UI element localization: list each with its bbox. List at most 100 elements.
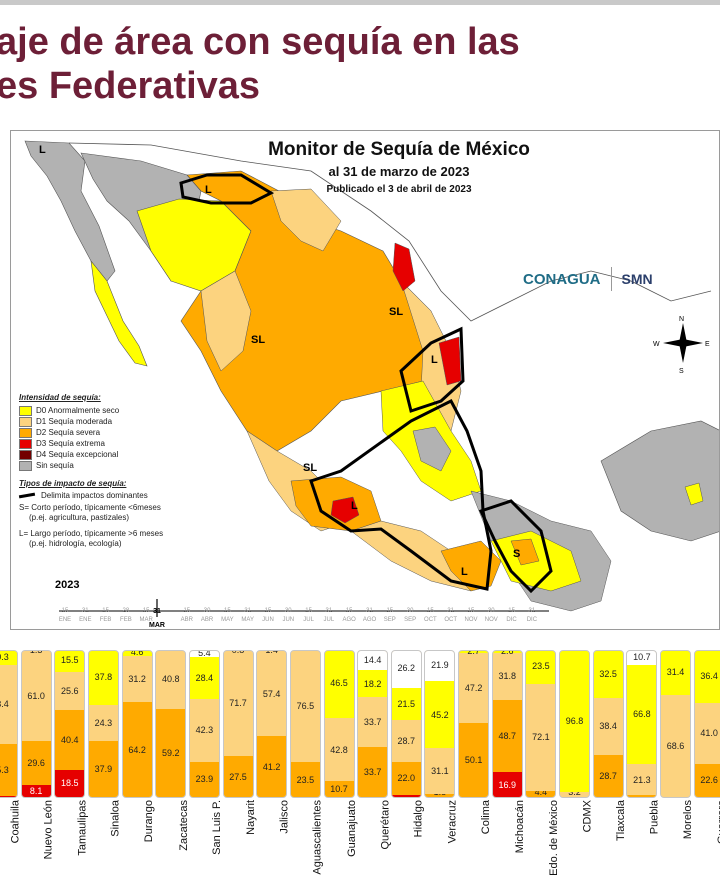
impact-boundary-line-southeast	[478, 499, 553, 594]
bar-value-label: 10.7	[330, 784, 348, 795]
state-name-label: CDMX	[581, 800, 594, 833]
legend-item: D1 Sequía moderada	[19, 416, 209, 427]
bar-value-label: 40.4	[61, 734, 79, 745]
legend-item-label: D4 Sequía excepcional	[36, 450, 119, 459]
state-name-label: Veracruz	[446, 800, 459, 844]
timeline-day-tick: 15	[142, 608, 150, 614]
bar-value-label: 31.4	[666, 667, 685, 678]
legend-swatch	[19, 427, 32, 438]
map-region-central-gray	[412, 426, 452, 472]
state-name-label: Sinaloa	[109, 800, 122, 837]
legend-item: Sin sequía	[19, 460, 209, 471]
state-name-label: Jalisco	[278, 800, 291, 834]
bar-value-label: 1.3	[22, 651, 51, 655]
state-name-labels: Coahuila Nuevo León Tamaulipas Sinaloa Duran…	[0, 800, 720, 890]
map-published: Publicado el 3 de abril de 2023	[326, 184, 472, 195]
bar-segment-d2	[156, 709, 186, 797]
timeline-month-tick: ENE	[58, 617, 72, 623]
timeline-day-tick: 15	[467, 608, 475, 614]
state-name-label: Tlaxcala	[614, 800, 627, 841]
page-title: aje de área con sequía en las es Federat…	[0, 20, 520, 108]
state-name-label: Guanajuato	[345, 800, 358, 857]
svg-text:N: N	[679, 316, 684, 323]
bar-value-label: 41.0	[700, 728, 718, 739]
bar-segment-d2	[223, 756, 253, 797]
bar-value-label: 31.2	[128, 673, 146, 684]
bar-value-label: 14.4	[363, 654, 382, 665]
bar-value-label: 37.8	[94, 671, 113, 682]
bar-value-label: 24.3	[94, 717, 113, 728]
region-label: SL	[389, 306, 403, 318]
bar-segment-d1	[358, 697, 388, 748]
state-bar: 33.7 33.7 18.2 14.4	[357, 650, 389, 798]
bar-value-label: 50.1	[464, 754, 483, 765]
bar-value-label: 38.4	[599, 721, 617, 732]
drought-map: L L SL SL L SL L S L N S E W Monitor de …	[10, 130, 720, 630]
bar-value-label: 22.0	[397, 773, 416, 784]
state-bar: 50.1 47.2 2.7	[458, 650, 490, 798]
bar-value-label: 28.7	[599, 770, 617, 781]
timeline-day-tick: 30	[203, 608, 211, 614]
state-name-label: Tamaulipas	[76, 800, 89, 856]
state-bar: 3.296.8	[559, 650, 591, 798]
timeline-day-tick: 28	[122, 608, 130, 614]
timeline-month-tick: SEP	[404, 617, 417, 623]
bar-value-label: 59.2	[161, 748, 180, 759]
bar-segment-d0	[526, 651, 556, 684]
bar-segment-d1	[122, 655, 152, 702]
page-title-line1: aje de área con sequía en las	[0, 21, 520, 63]
state-name-label: Puebla	[648, 800, 661, 835]
timeline-year: 2023	[55, 579, 80, 591]
state-name-label: Zacatecas	[177, 800, 190, 851]
bar-segment-d0	[257, 651, 287, 652]
legend-item-label: Sin sequía	[36, 461, 74, 470]
bar-value-label: 31.1	[431, 766, 449, 777]
bar-value-label: 27.5	[229, 771, 247, 782]
bar-segment-d1	[0, 664, 17, 744]
bar-value-label: 23.9	[195, 774, 214, 785]
bar-value-label: 21.5	[397, 698, 416, 709]
legend-swatch	[19, 416, 32, 427]
bar-value-label: 28.4	[195, 673, 214, 684]
state-bar: 59.2 40.8	[155, 650, 187, 798]
state-bar: 4.4 72.1 23.5	[525, 650, 557, 798]
bar-value-label: 3.4	[0, 699, 9, 710]
bar-segment-d0	[189, 657, 219, 700]
map-legend: Intensidad de sequía: D0 Anormalmente se…	[18, 393, 209, 549]
region-label: S	[513, 548, 520, 560]
bar-segment-d1	[324, 717, 354, 782]
bar-segment-d2	[627, 795, 657, 797]
bar-value-label: 72.1	[532, 732, 550, 743]
legend-swatch	[19, 449, 32, 460]
bar-value-label: 23.5	[296, 774, 315, 785]
bar-segment-d2	[290, 762, 320, 797]
bar-value-label: 36.4	[700, 670, 718, 681]
legend-item: D3 Sequía extrema	[19, 438, 209, 449]
bar-segment-d1	[156, 651, 186, 710]
bar-segment-d1	[257, 651, 287, 737]
state-bar: 1.121.366.810.7	[626, 650, 658, 798]
impact-boundary-line-gulf	[399, 326, 465, 413]
timeline-day-tick: 15	[427, 608, 434, 614]
bar-value-label: 45.2	[431, 709, 449, 720]
state-bar: 68.6 31.4	[660, 650, 691, 798]
bar-segment-d1	[492, 652, 522, 700]
bar-segment-d2	[21, 741, 51, 786]
bar-value-label: 68.6	[666, 741, 685, 752]
state-bar: 10.7 42.8 46.5	[323, 650, 355, 798]
bar-value-label: 26.2	[397, 663, 416, 674]
timeline-month-tick: SEP	[383, 617, 396, 623]
bar-segment-d3	[391, 794, 421, 797]
legend-swatch	[19, 438, 32, 449]
bar-segment-d1	[459, 653, 489, 723]
map-region-d3-tamaulipas	[392, 242, 416, 292]
bar-value-label: 5.4	[198, 650, 211, 658]
timeline-day-tick: 31	[325, 608, 333, 614]
bar-value-label: 48.7	[498, 730, 517, 741]
bar-value-label: 31.8	[498, 671, 517, 682]
region-label: L	[351, 500, 358, 512]
timeline-day-tick: 15	[345, 608, 353, 614]
timeline-month-tick: DIC	[506, 617, 517, 623]
timeline-day-tick: 31	[366, 608, 373, 614]
bar-value-label: 37.9	[94, 763, 113, 774]
